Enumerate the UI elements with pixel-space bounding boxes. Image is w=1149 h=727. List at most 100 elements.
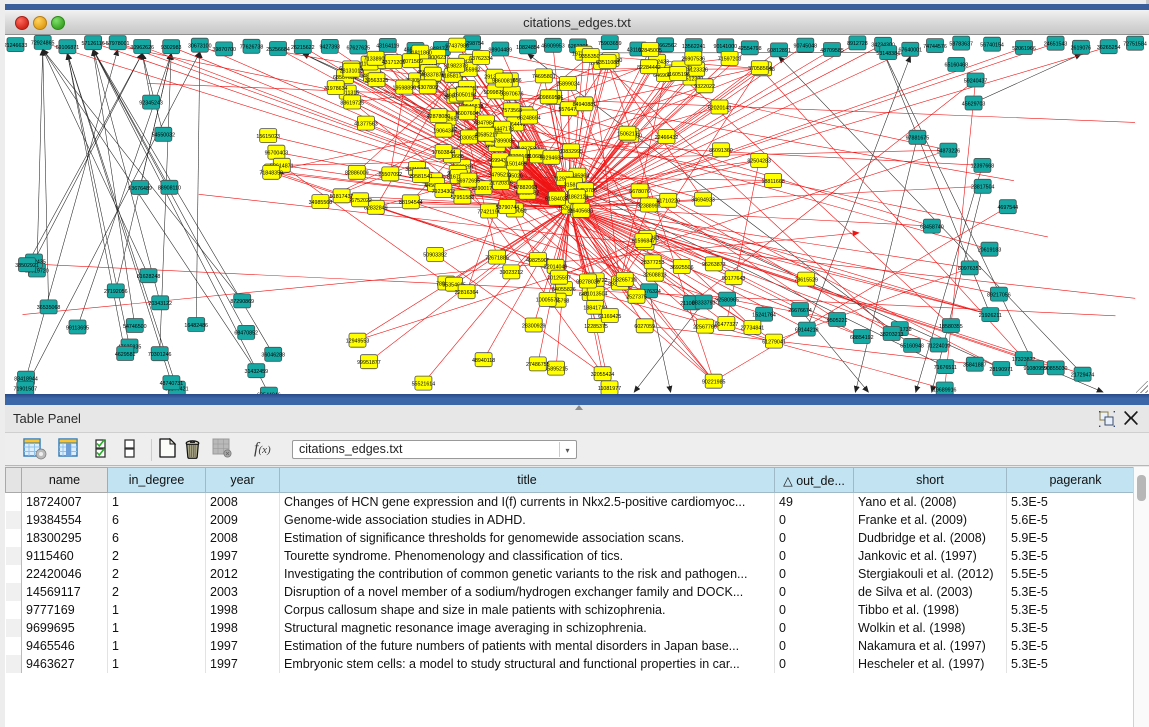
svg-text:36535068: 36535068 [37, 305, 61, 311]
svg-text:7573568: 7573568 [501, 108, 522, 114]
svg-text:24651543: 24651543 [1044, 42, 1068, 48]
svg-text:82284442: 82284442 [637, 65, 661, 71]
svg-text:98600819: 98600819 [492, 78, 516, 84]
svg-text:71224010: 71224010 [927, 343, 951, 349]
svg-text:28190971: 28190971 [989, 367, 1013, 373]
svg-text:82504283: 82504283 [747, 159, 771, 165]
svg-text:71597203: 71597203 [718, 57, 742, 63]
svg-text:77626738: 77626738 [240, 45, 264, 51]
svg-text:52020143: 52020143 [708, 105, 732, 111]
svg-text:57978001: 57978001 [106, 41, 130, 47]
svg-text:51817437: 51817437 [330, 194, 354, 200]
svg-text:91477327: 91477327 [715, 322, 739, 328]
svg-text:16050194: 16050194 [453, 92, 477, 98]
svg-text:28131018: 28131018 [340, 69, 364, 75]
svg-text:28300929: 28300929 [522, 323, 546, 329]
svg-text:99951877: 99951877 [357, 360, 381, 366]
svg-text:32055424: 32055424 [591, 372, 615, 378]
svg-text:96700403: 96700403 [265, 151, 289, 157]
svg-text:52061966: 52061966 [1012, 46, 1036, 52]
svg-text:35841887: 35841887 [963, 363, 987, 369]
svg-text:88194544: 88194544 [399, 200, 423, 206]
svg-text:85507092: 85507092 [379, 172, 403, 178]
svg-text:30673100: 30673100 [188, 44, 212, 50]
svg-text:8912728: 8912728 [847, 41, 868, 47]
svg-text:2619076: 2619076 [1071, 46, 1092, 52]
svg-text:92580965: 92580965 [715, 297, 739, 303]
svg-text:20619183: 20619183 [978, 248, 1002, 254]
svg-text:72924865: 72924865 [31, 41, 55, 47]
svg-text:48740731: 48740731 [160, 381, 184, 387]
svg-text:79234302: 79234302 [432, 189, 456, 195]
svg-text:86091360: 86091360 [709, 148, 733, 154]
svg-text:71901507: 71901507 [14, 387, 38, 393]
svg-text:20125597: 20125597 [547, 276, 571, 282]
svg-text:69106871: 69106871 [56, 45, 80, 51]
svg-text:80832995: 80832995 [559, 149, 583, 155]
svg-text:19689916: 19689916 [933, 387, 957, 393]
svg-text:49337875: 49337875 [421, 73, 445, 79]
svg-text:22014049: 22014049 [544, 265, 568, 271]
svg-text:71848359: 71848359 [259, 171, 283, 177]
svg-text:62845005: 62845005 [638, 48, 662, 54]
svg-text:12949553: 12949553 [346, 339, 370, 345]
svg-text:55521614: 55521614 [412, 381, 436, 387]
svg-text:54550032: 54550032 [152, 133, 176, 139]
svg-text:68854192: 68854192 [850, 335, 874, 341]
svg-text:26215622: 26215622 [291, 45, 315, 51]
svg-text:41710220: 41710220 [656, 199, 680, 205]
svg-text:93676489: 93676489 [128, 186, 152, 192]
svg-text:21926211: 21926211 [979, 313, 1002, 319]
svg-text:90745048: 90745048 [794, 43, 818, 49]
svg-text:20986950: 20986950 [537, 95, 561, 101]
svg-text:99113695: 99113695 [66, 325, 89, 331]
svg-text:1506217: 1506217 [617, 132, 638, 138]
svg-text:50903392: 50903392 [423, 253, 447, 259]
svg-text:96263873: 96263873 [702, 262, 726, 268]
svg-text:66248694: 66248694 [517, 115, 541, 121]
svg-text:89217056: 89217056 [987, 292, 1011, 298]
svg-text:9427393: 9427393 [319, 45, 340, 51]
svg-text:6307809: 6307809 [417, 85, 438, 91]
svg-text:19598890: 19598890 [393, 85, 417, 91]
svg-text:92345243: 92345243 [139, 100, 163, 106]
svg-text:5678076: 5678076 [629, 189, 650, 195]
svg-text:53148384: 53148384 [876, 51, 900, 57]
svg-text:26907536: 26907536 [682, 57, 706, 63]
svg-text:81013504: 81013504 [584, 292, 608, 298]
svg-text:30962626: 30962626 [130, 45, 154, 51]
svg-text:67627625: 67627625 [347, 45, 371, 51]
svg-text:63458740: 63458740 [920, 224, 944, 230]
svg-text:4629581: 4629581 [115, 352, 136, 358]
svg-text:90177643: 90177643 [722, 276, 746, 282]
svg-text:49825909: 49825909 [526, 258, 550, 264]
svg-text:9302983: 9302983 [161, 45, 182, 51]
svg-text:45629703: 45629703 [962, 101, 986, 107]
svg-text:72751584: 72751584 [1123, 42, 1147, 48]
svg-text:12285375: 12285375 [584, 324, 608, 330]
svg-text:88619725: 88619725 [340, 100, 364, 106]
svg-text:6027059: 6027059 [634, 324, 655, 330]
svg-text:67640001: 67640001 [899, 48, 923, 54]
svg-text:12397668: 12397668 [971, 164, 995, 170]
svg-text:42554798: 42554798 [738, 46, 762, 52]
svg-text:98904489: 98904489 [489, 47, 513, 53]
svg-text:63265710: 63265710 [613, 278, 637, 284]
svg-text:38502921: 38502921 [15, 263, 39, 269]
svg-text:39563325: 39563325 [365, 78, 389, 84]
svg-text:78615529: 78615529 [794, 277, 818, 283]
svg-text:34694933: 34694933 [691, 198, 715, 204]
svg-text:16482486: 16482486 [184, 323, 208, 329]
svg-text:97881675: 97881675 [906, 136, 930, 142]
svg-text:63762334: 63762334 [469, 56, 493, 62]
svg-text:98333793: 98333793 [692, 300, 716, 306]
svg-text:99278038: 99278038 [576, 279, 600, 285]
svg-text:46909953: 46909953 [541, 44, 565, 50]
svg-text:57951588: 57951588 [451, 195, 475, 201]
svg-text:18580355: 18580355 [939, 324, 963, 330]
svg-text:70301246: 70301246 [148, 352, 172, 358]
svg-text:21246633: 21246633 [5, 43, 27, 49]
svg-text:36265254: 36265254 [1097, 45, 1121, 51]
svg-text:87290869: 87290869 [230, 299, 254, 305]
svg-text:29581541: 29581541 [409, 174, 433, 180]
